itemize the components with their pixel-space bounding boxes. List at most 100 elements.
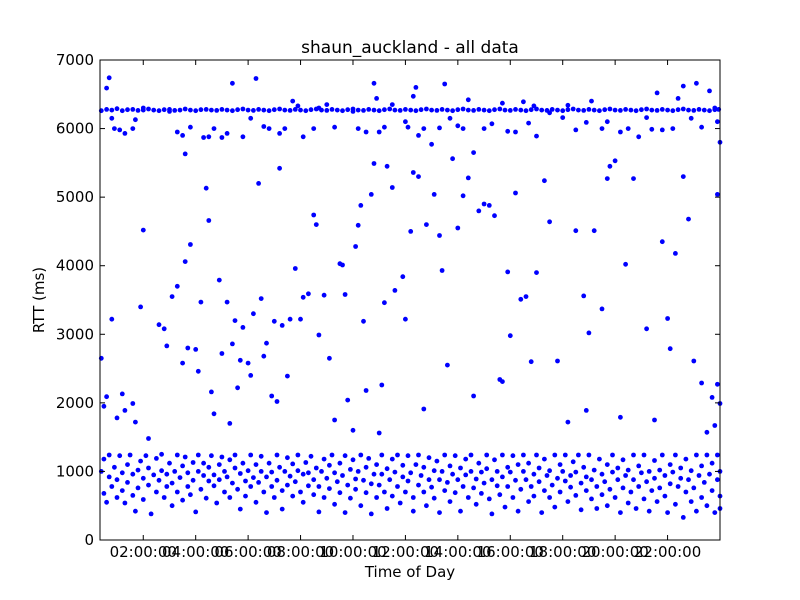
data-point — [583, 120, 589, 125]
data-point — [374, 495, 379, 500]
data-point — [174, 489, 180, 495]
data-point — [277, 464, 282, 470]
data-point — [607, 106, 613, 112]
data-point — [604, 503, 610, 509]
data-point — [350, 457, 356, 463]
data-point — [631, 176, 636, 182]
data-point — [332, 124, 337, 130]
data-point — [172, 469, 178, 474]
data-point — [211, 483, 217, 489]
data-point — [484, 466, 490, 472]
data-point — [434, 108, 440, 113]
data-point — [358, 452, 364, 458]
data-point — [513, 477, 518, 483]
data-point — [269, 469, 275, 475]
data-point — [195, 368, 201, 374]
data-point — [518, 486, 524, 492]
data-point — [455, 225, 461, 231]
data-point — [452, 490, 458, 496]
data-point — [209, 389, 214, 395]
data-point — [195, 469, 201, 474]
data-point — [324, 475, 330, 481]
data-point — [313, 465, 319, 471]
data-point — [327, 486, 332, 491]
data-point — [271, 107, 277, 113]
data-point — [539, 107, 545, 113]
data-point — [481, 126, 487, 131]
data-point — [442, 81, 448, 87]
data-point — [460, 126, 466, 131]
data-point — [604, 176, 610, 182]
data-point — [248, 452, 254, 458]
data-point — [408, 229, 414, 234]
data-point — [355, 469, 361, 474]
data-point — [455, 477, 461, 483]
data-point — [528, 107, 534, 113]
data-point — [190, 460, 196, 465]
data-point — [185, 470, 191, 476]
data-points — [98, 75, 723, 520]
data-point — [447, 499, 453, 504]
x-tick-label: 14:00:00 — [424, 543, 491, 561]
data-point — [279, 506, 285, 512]
data-point — [161, 326, 167, 332]
data-point — [594, 484, 600, 489]
data-point — [271, 318, 277, 324]
data-point — [500, 474, 505, 480]
data-point — [699, 124, 704, 130]
data-point — [455, 123, 461, 129]
data-point — [562, 478, 568, 484]
data-point — [185, 345, 191, 351]
data-point — [612, 495, 618, 500]
data-point — [133, 117, 138, 123]
data-point — [481, 107, 487, 113]
data-point — [699, 380, 704, 386]
data-point — [224, 131, 230, 136]
data-point — [227, 495, 233, 500]
data-point — [122, 500, 128, 506]
data-point — [615, 465, 621, 471]
data-point — [636, 463, 642, 469]
data-point — [392, 469, 398, 475]
data-point — [526, 460, 531, 466]
data-point — [424, 503, 429, 509]
data-point — [589, 496, 594, 502]
data-point — [573, 127, 579, 133]
data-point — [353, 476, 358, 482]
data-point — [258, 469, 264, 474]
data-point — [397, 500, 403, 506]
data-point — [167, 460, 172, 466]
data-point — [264, 474, 269, 480]
data-point — [628, 107, 634, 113]
data-point — [114, 415, 120, 421]
data-point — [659, 452, 665, 458]
data-point — [492, 107, 497, 113]
data-point — [384, 466, 390, 472]
data-point — [382, 300, 387, 306]
data-point — [342, 292, 348, 297]
data-point — [686, 216, 691, 222]
data-point — [285, 455, 290, 461]
data-point — [193, 108, 199, 114]
data-point — [329, 452, 335, 458]
data-point — [659, 127, 665, 133]
data-point — [555, 107, 560, 113]
data-point — [416, 174, 421, 180]
data-point — [232, 318, 238, 323]
data-point — [555, 358, 560, 364]
data-point — [188, 124, 193, 130]
data-point — [389, 102, 395, 107]
data-point — [384, 506, 390, 511]
y-tick-label: 6000 — [56, 120, 94, 138]
data-point — [374, 462, 379, 467]
data-point — [652, 475, 657, 481]
data-point — [583, 488, 589, 493]
data-point — [680, 83, 686, 89]
data-point — [536, 465, 542, 471]
data-point — [560, 115, 566, 120]
data-point — [607, 486, 613, 492]
data-point — [534, 452, 539, 458]
data-point — [350, 109, 356, 114]
data-point — [240, 134, 246, 140]
data-point — [505, 484, 511, 489]
